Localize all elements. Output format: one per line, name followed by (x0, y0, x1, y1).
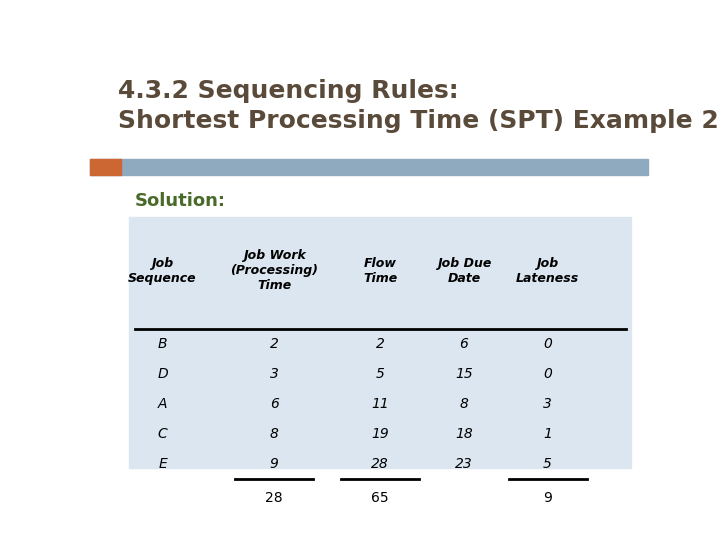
Text: Solution:: Solution: (135, 192, 225, 210)
Text: 9: 9 (270, 456, 279, 470)
Text: 3: 3 (270, 367, 279, 381)
Text: Job
Lateness: Job Lateness (516, 256, 579, 285)
Text: 6: 6 (459, 337, 468, 351)
Text: 23: 23 (455, 456, 473, 470)
Text: 8: 8 (459, 397, 468, 411)
Text: Job Due
Date: Job Due Date (436, 256, 491, 285)
Text: 18: 18 (455, 427, 473, 441)
Text: 15: 15 (455, 367, 473, 381)
Text: 1: 1 (543, 427, 552, 441)
Text: 19: 19 (372, 427, 389, 441)
Bar (90, 159, 648, 175)
Text: 65: 65 (372, 491, 389, 505)
Text: 0: 0 (543, 337, 552, 351)
Text: 5: 5 (376, 367, 384, 381)
Text: B: B (158, 337, 167, 351)
Text: C: C (158, 427, 168, 441)
Text: 3: 3 (543, 397, 552, 411)
Text: 2: 2 (376, 337, 384, 351)
Text: Job Work
(Processing)
Time: Job Work (Processing) Time (230, 249, 318, 292)
Text: 0: 0 (543, 367, 552, 381)
Text: A: A (158, 397, 167, 411)
Bar (129, 217, 631, 468)
Text: 2: 2 (270, 337, 279, 351)
Text: 9: 9 (543, 491, 552, 505)
Text: 11: 11 (372, 397, 389, 411)
Text: 8: 8 (270, 427, 279, 441)
Text: 6: 6 (270, 397, 279, 411)
Text: Flow
Time: Flow Time (363, 256, 397, 285)
Text: 4.3.2 Sequencing Rules:
Shortest Processing Time (SPT) Example 2: 4.3.2 Sequencing Rules: Shortest Process… (118, 79, 719, 133)
Text: 28: 28 (372, 456, 389, 470)
Text: E: E (158, 456, 167, 470)
Text: 5: 5 (543, 456, 552, 470)
Text: Job
Sequence: Job Sequence (128, 256, 197, 285)
Text: 28: 28 (266, 491, 283, 505)
Text: D: D (157, 367, 168, 381)
Bar (90, 159, 121, 175)
